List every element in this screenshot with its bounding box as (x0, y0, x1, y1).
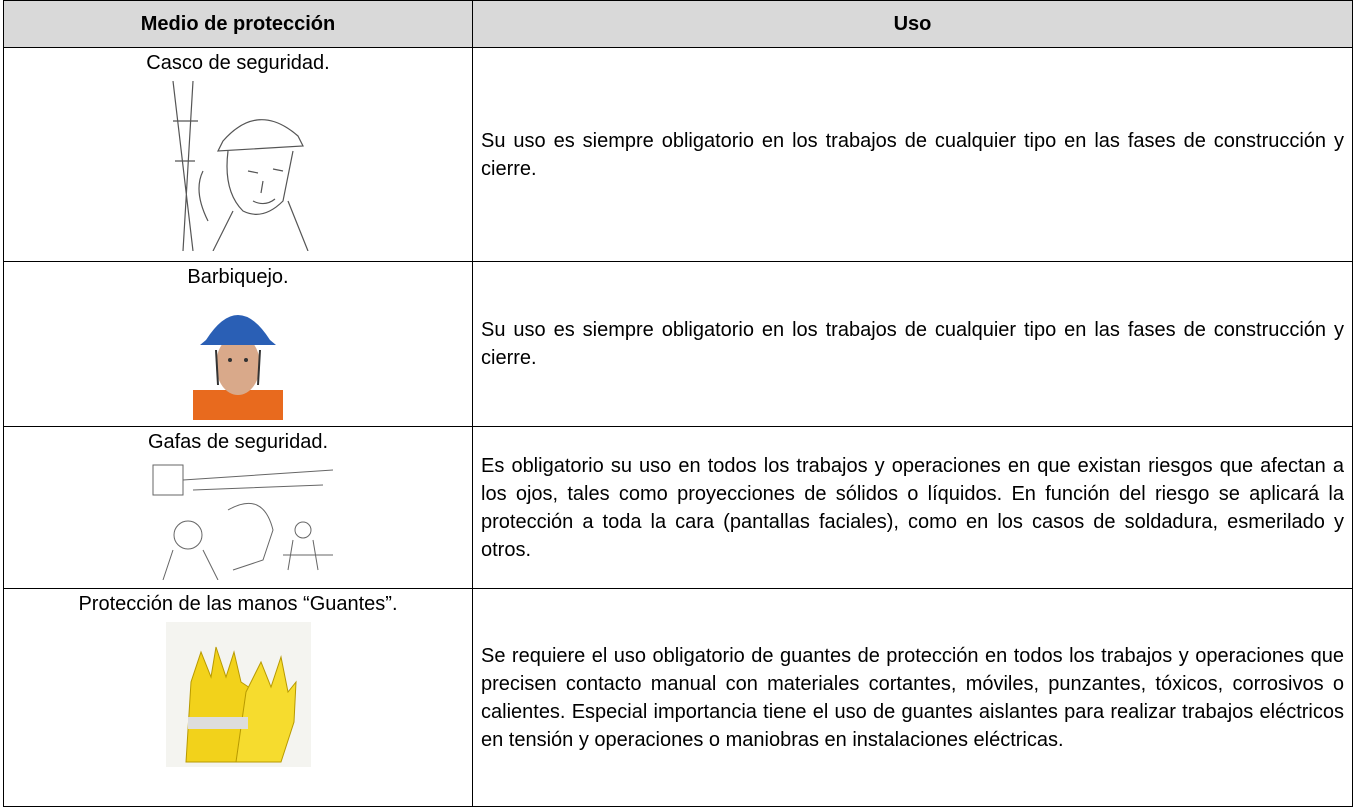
row: Protección de las manos “Guantes”. Se re… (3, 588, 1353, 807)
cell: Casco de seguridad. (3, 47, 473, 262)
item-label: Casco de seguridad. (146, 52, 330, 74)
item-label: Gafas de seguridad. (147, 431, 329, 453)
cell-text: Se requiere el uso obligatorio de guante… (472, 588, 1353, 807)
header-row: Medio de protección Uso (3, 0, 1353, 48)
ppe-table: Medio de protección Uso Casco de segurid… (3, 0, 1353, 807)
cell: Gafas de seguridad. (3, 426, 473, 589)
row: Barbiquejo. Su uso es siempre obligatori… (3, 261, 1353, 427)
cell-text: Es obligatorio su uso en todos los traba… (472, 426, 1353, 589)
item-label: Protección de las manos “Guantes”. (78, 593, 398, 615)
workshop-sketch (152, 464, 334, 580)
gloves-photo (165, 622, 311, 767)
cell-text: Su uso es siempre obligatorio en los tra… (472, 47, 1353, 262)
helmet-sketch (172, 81, 309, 251)
header-cell: Medio de protección (3, 0, 473, 48)
item-label: Barbiquejo. (187, 266, 289, 288)
header-cell: Uso (472, 0, 1353, 48)
cell-text: Su uso es siempre obligatorio en los tra… (472, 261, 1353, 427)
row: Gafas de seguridad. Es obligatorio su us… (3, 426, 1353, 589)
cell: Protección de las manos “Guantes”. (3, 588, 473, 807)
cell: Barbiquejo. (3, 261, 473, 427)
chinstrap-photo (193, 315, 283, 420)
row: Casco de seguridad. Su uso es siempre ob… (3, 47, 1353, 262)
